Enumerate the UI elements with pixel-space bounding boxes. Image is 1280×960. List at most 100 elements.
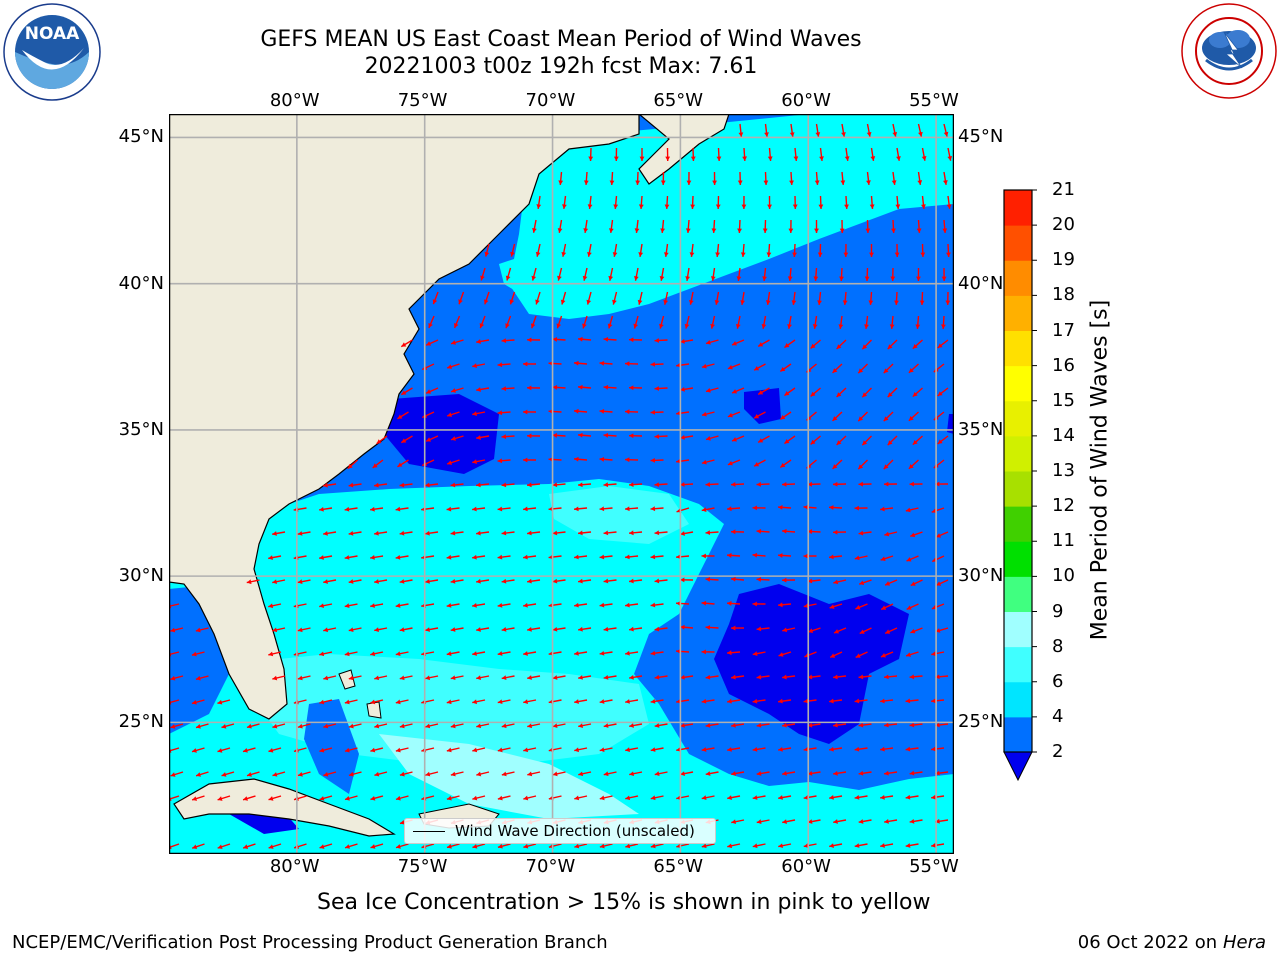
wind-wave-arrow xyxy=(446,603,460,608)
wind-wave-arrow xyxy=(577,384,592,390)
wind-wave-arrow xyxy=(884,627,898,635)
wind-wave-arrow xyxy=(629,626,643,632)
wind-wave-arrow xyxy=(450,387,464,393)
wind-wave-arrow xyxy=(828,554,843,560)
wind-wave-arrow xyxy=(170,627,184,633)
field-light-cyan-c xyxy=(549,486,689,544)
wind-wave-arrow xyxy=(480,267,486,281)
wind-wave-arrow xyxy=(587,195,593,209)
wind-wave-arrow xyxy=(880,506,894,512)
field-cyan-north xyxy=(509,114,954,319)
wind-wave-arrow xyxy=(833,627,847,634)
wind-wave-arrow xyxy=(701,363,715,369)
wind-wave-arrow xyxy=(680,723,694,728)
wind-wave-arrow xyxy=(558,171,564,186)
wind-wave-arrow xyxy=(399,675,413,681)
wind-wave-arrow xyxy=(501,723,515,729)
wind-wave-arrow xyxy=(509,291,516,305)
lat-tick-label-left: 35°N xyxy=(118,418,164,440)
wind-wave-arrow xyxy=(625,699,639,704)
wind-wave-arrow xyxy=(679,624,694,630)
wind-wave-arrow xyxy=(374,627,388,633)
wind-wave-arrow xyxy=(654,530,668,536)
wind-wave-arrow xyxy=(654,771,668,777)
colorbar-bin xyxy=(1004,330,1032,367)
lon-tick-label-top: 55°W xyxy=(909,90,959,111)
wind-wave-arrow xyxy=(399,482,413,488)
wind-wave-arrow xyxy=(807,771,821,776)
wind-wave-arrow xyxy=(828,505,843,510)
wind-wave-arrow xyxy=(348,675,362,681)
wind-wave-arrow xyxy=(497,362,511,368)
wind-wave-arrow xyxy=(727,411,741,418)
wind-wave-arrow xyxy=(344,506,358,512)
wind-wave-arrow xyxy=(323,771,337,777)
wind-wave-arrow xyxy=(522,361,537,367)
wind-wave-arrow xyxy=(810,339,821,349)
wind-wave-arrow xyxy=(731,771,745,776)
wind-wave-arrow xyxy=(937,339,949,349)
wind-wave-arrow xyxy=(650,650,664,656)
colorbar-tick-label: 2 xyxy=(1052,741,1064,762)
wind-wave-arrow xyxy=(625,650,639,656)
wind-wave-arrow xyxy=(767,195,772,210)
wind-wave-arrow xyxy=(705,771,719,776)
wind-wave-arrow xyxy=(880,794,894,800)
wind-wave-arrow xyxy=(752,651,766,656)
wind-wave-arrow xyxy=(217,747,231,753)
wind-wave-arrow xyxy=(912,339,923,350)
wind-wave-arrow xyxy=(374,723,388,729)
lon-tick-label-bottom: 80°W xyxy=(269,856,320,877)
colorbar xyxy=(996,184,1046,784)
wind-wave-arrow xyxy=(864,267,870,282)
wind-wave-arrow xyxy=(858,819,872,824)
wind-wave-arrow xyxy=(556,315,563,329)
wind-wave-arrow xyxy=(741,195,747,210)
wind-wave-arrow xyxy=(829,843,843,848)
wind-wave-arrow xyxy=(858,770,872,776)
colorbar-tick-label: 9 xyxy=(1052,600,1064,622)
wind-wave-arrow xyxy=(272,771,286,777)
wind-wave-arrow xyxy=(574,699,588,704)
wind-wave-arrow xyxy=(501,771,515,777)
wind-wave-arrow xyxy=(446,651,460,656)
footer-host: Hera xyxy=(1222,932,1266,953)
wind-wave-arrow xyxy=(942,219,948,234)
wind-wave-arrow xyxy=(829,795,843,800)
wind-wave-arrow xyxy=(624,361,639,367)
wind-wave-arrow xyxy=(374,530,388,536)
wind-wave-arrow xyxy=(479,315,486,329)
wind-wave-arrow xyxy=(660,219,666,234)
wind-wave-arrow xyxy=(757,387,770,396)
colorbar-bin xyxy=(1004,611,1032,648)
wind-wave-arrow xyxy=(497,602,511,608)
wind-wave-arrow xyxy=(855,603,868,610)
lon-tick-label-top: 80°W xyxy=(269,90,320,111)
wind-wave-arrow xyxy=(397,411,409,420)
wind-wave-arrow xyxy=(472,795,486,801)
wind-wave-arrow xyxy=(807,722,821,728)
wind-wave-arrow xyxy=(782,771,796,776)
wind-wave-arrow xyxy=(789,171,794,186)
wind-wave-arrow xyxy=(497,458,511,464)
wind-wave-arrow xyxy=(522,457,537,463)
wind-wave-arrow xyxy=(195,675,209,681)
wind-wave-arrow xyxy=(935,770,949,776)
wind-wave-arrow xyxy=(607,315,614,329)
wind-wave-arrow xyxy=(684,315,690,329)
wind-wave-arrow xyxy=(425,675,439,681)
wind-wave-arrow xyxy=(727,843,741,849)
wind-wave-arrow xyxy=(552,337,566,342)
wind-wave-arrow xyxy=(752,552,766,558)
wind-wave-arrow xyxy=(931,843,945,848)
wind-wave-arrow xyxy=(905,698,919,704)
wind-wave-arrow xyxy=(599,650,613,656)
wind-wave-arrow xyxy=(792,243,797,258)
wind-wave-arrow xyxy=(583,171,589,186)
wind-wave-arrow xyxy=(370,699,384,705)
colorbar-bin xyxy=(1004,365,1032,402)
wind-wave-arrow xyxy=(450,435,464,441)
wind-wave-arrow xyxy=(217,843,231,850)
wind-wave-arrow xyxy=(603,384,617,390)
wind-wave-arrow xyxy=(319,555,333,560)
